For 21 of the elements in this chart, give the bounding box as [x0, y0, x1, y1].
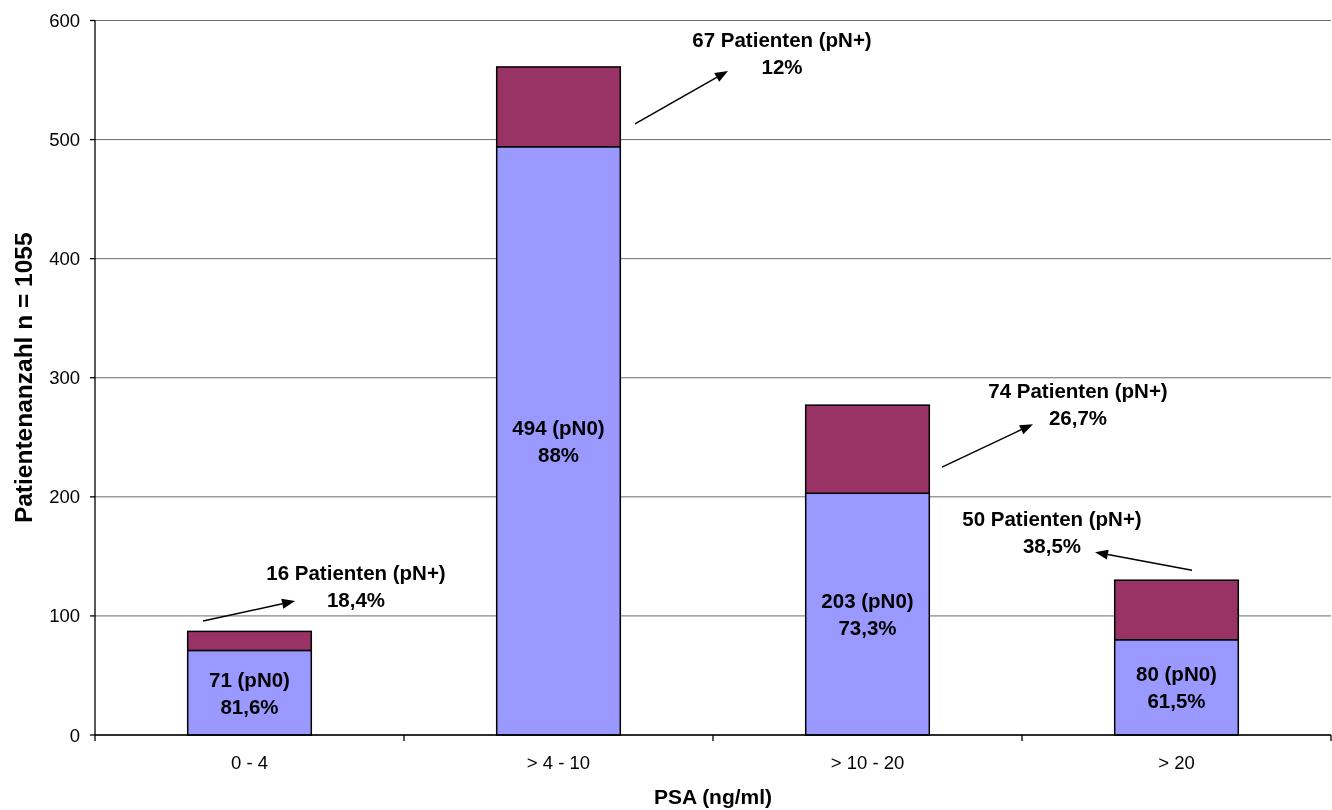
- x-tick-label: 0 - 4: [230, 752, 269, 773]
- y-tick-label: 200: [49, 486, 80, 508]
- x-tick-label: > 10 - 20: [830, 752, 905, 773]
- data-label: 71 (pN0) 81,6%: [209, 667, 290, 718]
- x-axis-title: PSA (ng/ml): [653, 785, 773, 808]
- x-tick-label: > 20: [1158, 752, 1195, 773]
- y-axis-title: Patientenanzahl n = 1055: [10, 232, 37, 524]
- annotation: 74 Patienten (pN+) 26,7%: [988, 379, 1168, 430]
- y-tick-label: 100: [49, 605, 80, 627]
- y-tick-label: 600: [49, 10, 80, 31]
- y-tick-label: 0: [69, 724, 80, 746]
- annotation: 67 Patienten (pN+) 12%: [692, 27, 872, 78]
- data-label: 203 (pN0) 73,3%: [821, 588, 914, 639]
- data-label: 494 (pN0) 88%: [512, 415, 605, 466]
- data-label: 80 (pN0) 61,5%: [1136, 662, 1217, 713]
- y-tick-label: 400: [49, 248, 80, 270]
- annotation: 16 Patienten (pN+) 18,4%: [266, 561, 446, 611]
- y-tick-label: 300: [49, 367, 80, 389]
- x-tick-label: > 4 - 10: [526, 752, 591, 773]
- annotation: 50 Patienten (pN+) 38,5%: [962, 507, 1142, 558]
- y-tick-label: 500: [49, 129, 80, 151]
